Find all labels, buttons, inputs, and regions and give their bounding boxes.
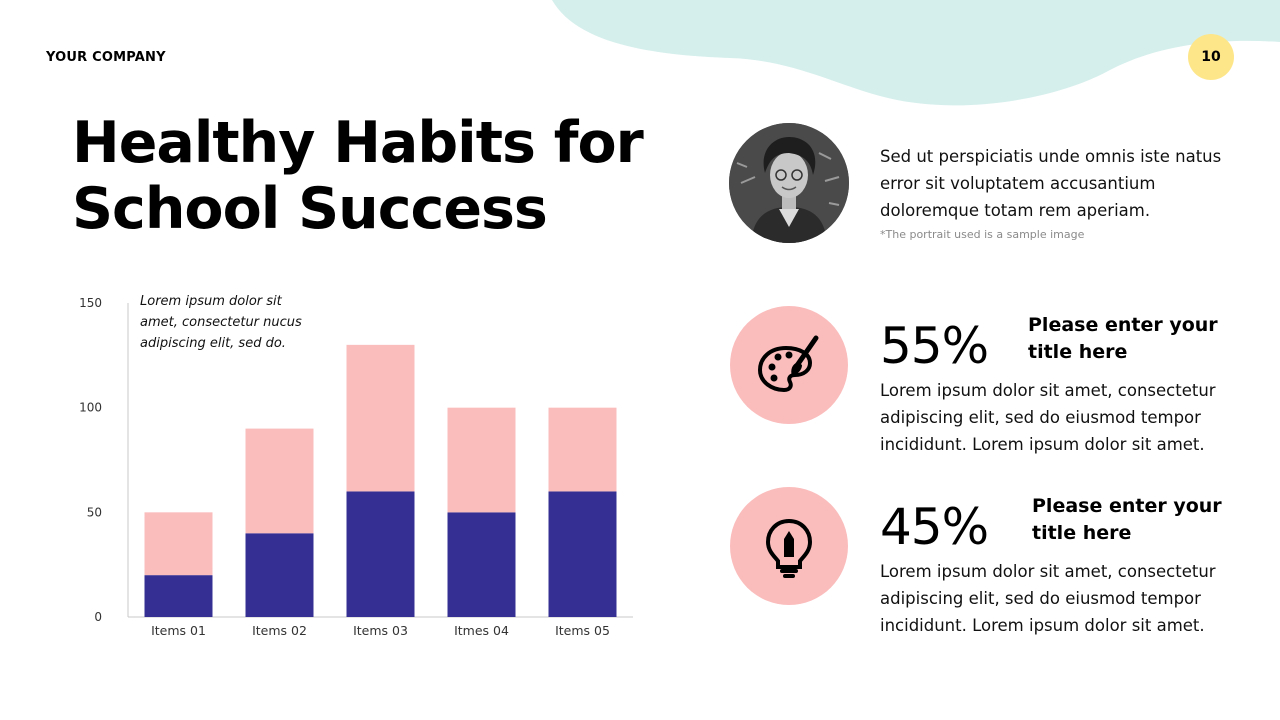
page-title: Healthy Habits for School Success (72, 110, 644, 242)
y-tick-label: 0 (94, 610, 102, 624)
y-tick-label: 50 (87, 505, 102, 519)
stacked-bar-chart: 0 50 100 150 Items 01 Items 02 Items 03 Itmes 0… (79, 296, 633, 638)
chart-annotation: Lorem ipsum dolor sit amet, consectetur … (140, 294, 302, 351)
bar-segment-2-1 (144, 512, 213, 576)
portrait-image (729, 123, 849, 243)
bar-segment-2-4 (447, 407, 516, 513)
x-tick-label: Items 01 (151, 623, 206, 638)
stat-2-icon-circle (730, 487, 848, 605)
stat-2-value: 45% (880, 498, 989, 556)
portrait-illustration (729, 123, 849, 243)
stat-1-description: Lorem ipsum dolor sit amet, consectetur … (880, 381, 1216, 454)
bar-segment-1-3 (346, 491, 415, 617)
bar-segment-1-4 (447, 512, 516, 617)
palette-brush-icon (757, 335, 819, 393)
stat-2-description: Lorem ipsum dolor sit amet, consectetur … (880, 562, 1216, 635)
title-line-1: Healthy Habits for (72, 110, 644, 176)
company-name: YOUR COMPANY (46, 50, 166, 65)
stat-1-title: Please enter your title here (1028, 314, 1218, 363)
decorative-wave-shape (552, 0, 1280, 106)
x-tick-label: Itmes 04 (454, 623, 509, 638)
bar-segment-1-1 (144, 575, 213, 617)
title-line-2: School Success (72, 176, 548, 242)
x-tick-label: Items 02 (252, 623, 307, 638)
page-number-badge: 10 (1188, 34, 1234, 80)
bar-segment-1-5 (548, 491, 617, 617)
stat-1-icon-circle (730, 306, 848, 424)
x-tick-label: Items 05 (555, 623, 610, 638)
portrait-note: *The portrait used is a sample image (880, 228, 1085, 241)
bar-segment-2-2 (245, 428, 314, 534)
bar-segment-2-5 (548, 407, 617, 492)
lightbulb-pencil-icon (765, 518, 813, 578)
y-tick-label: 150 (79, 296, 102, 310)
profile-text: Sed ut perspiciatis unde omnis iste natu… (880, 147, 1222, 220)
bar-segment-1-2 (245, 533, 314, 617)
stat-1-value: 55% (880, 317, 989, 375)
stat-2-title: Please enter your title here (1032, 495, 1222, 544)
bar-segment-2-3 (346, 344, 415, 492)
y-tick-label: 100 (79, 401, 102, 415)
x-tick-label: Items 03 (353, 623, 408, 638)
